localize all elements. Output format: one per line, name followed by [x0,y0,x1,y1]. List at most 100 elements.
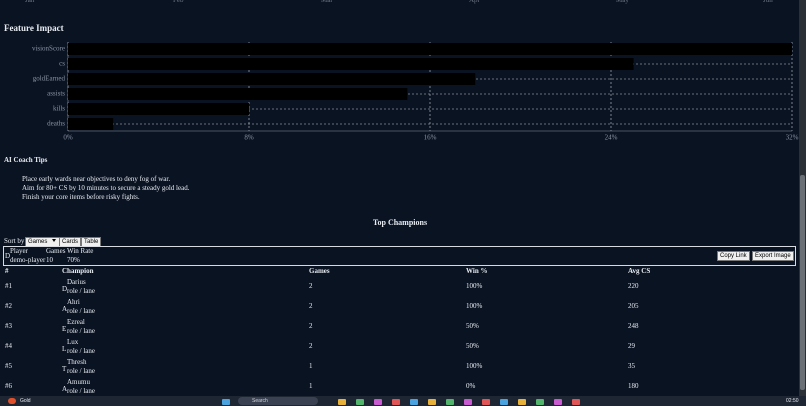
champion-name: Amumu [67,378,90,386]
y-tick-label: kills [53,105,65,113]
champion-role: role / lane [67,387,95,395]
player-button[interactable]: Copy Link [717,251,750,261]
player-box [3,246,796,266]
y-tick-label: cs [59,60,65,68]
taskbar-icon[interactable] [392,399,400,405]
champion-role: role / lane [67,327,95,335]
taskbar-icon[interactable] [500,399,508,405]
player-value: demo-player [10,256,46,264]
rank: #6 [5,382,12,390]
games: 2 [309,282,313,290]
y-tick-label: visionScore [32,45,65,53]
avg-cs: 248 [628,322,639,330]
select-arrow [52,239,56,242]
x-tick-label: 16% [424,134,437,142]
x-tick-label: 8% [244,134,254,142]
champion-name: Ezreal [67,318,85,326]
champion-name: Ahri [67,298,80,306]
bar [68,58,634,70]
start-icon [8,398,16,404]
y-tick-label: deaths [47,120,65,128]
month-label: Jun [763,0,773,4]
table-header: Games [309,267,330,275]
y-tick-label: goldEarned [33,75,66,83]
avg-cs: 35 [628,362,635,370]
month-label: Feb [173,0,184,4]
x-tick-label: 24% [605,134,618,142]
champion-role: role / lane [67,347,95,355]
table-header: # [5,267,9,275]
bar [68,43,792,55]
games: 1 [309,362,313,370]
taskbar-icon[interactable] [464,399,472,405]
table-header: Champion [62,267,94,275]
win-rate: 0% [466,382,476,390]
avg-cs: 205 [628,302,639,310]
taskbar-icon[interactable] [356,399,364,405]
taskbar-icon[interactable] [446,399,454,405]
win-rate: 100% [466,302,483,310]
taskbar-icon[interactable] [482,399,490,405]
clock: 02:50 [786,398,799,404]
rank: #4 [5,342,12,350]
player-header: Player [10,247,28,255]
taskbar-icon[interactable] [554,399,562,405]
champion-name: Lux [67,338,79,346]
y-tick-label: assists [47,90,65,98]
win-rate: 50% [466,322,479,330]
feature-chart: 0% 8% 16% 24% 32% visionScore cs goldEarned assi… [32,42,799,142]
rank: #3 [5,322,12,330]
taskbar-icon[interactable] [428,399,436,405]
month-label: Apr [469,0,480,4]
scrollbar[interactable] [799,0,806,396]
x-tick-label: 0% [63,134,73,142]
games: 2 [309,342,313,350]
rank: #1 [5,282,12,290]
avg-cs: 180 [628,382,639,390]
table-header: Win % [466,267,488,275]
month-label: Mar [321,0,333,4]
player-value: 10 [46,256,53,264]
win-rate: 100% [466,362,483,370]
initial: L [62,345,67,353]
search-box[interactable]: Search [238,397,318,405]
month-label: Jan [25,0,35,4]
rank: #5 [5,362,12,370]
taskbar-icon[interactable] [410,399,418,405]
taskbar-icon[interactable] [518,399,526,405]
win-rate: 100% [466,282,483,290]
sort-label: Sort by [4,237,25,245]
x-tick-label: 32% [786,134,799,142]
initial: A [62,385,68,393]
tip: Aim for 80+ CS by 10 minutes to secure a… [22,184,190,192]
initial: A [62,305,68,313]
taskbar-icon[interactable] [374,399,382,405]
champion-role: role / lane [67,307,95,315]
bar [68,118,114,130]
champion-role: role / lane [67,287,95,295]
rank: #2 [5,302,12,310]
tip: Place early wards near objectives to den… [22,175,171,183]
taskbar-icon[interactable] [338,399,346,405]
avatar: D [5,252,11,260]
player-button[interactable]: Export Image [752,251,794,261]
section-title: Top Champions [372,218,428,227]
initial: D [62,285,68,293]
player-value: 70% [67,256,80,264]
avg-cs: 220 [628,282,639,290]
champion-name: Thresh [67,358,87,366]
avg-cs: 29 [628,342,635,350]
initial: T [62,365,67,373]
games: 2 [309,322,313,330]
taskbar [0,396,806,406]
champion-role: role / lane [67,367,95,375]
taskbar-icon[interactable] [536,399,544,405]
taskbar-icon[interactable] [572,399,580,405]
games: 1 [309,382,313,390]
chart-title: Feature Impact [4,23,64,33]
initial: E [62,325,67,333]
bar [68,88,408,100]
taskbar-icon[interactable] [222,399,230,405]
table-header: Avg CS [628,267,651,275]
